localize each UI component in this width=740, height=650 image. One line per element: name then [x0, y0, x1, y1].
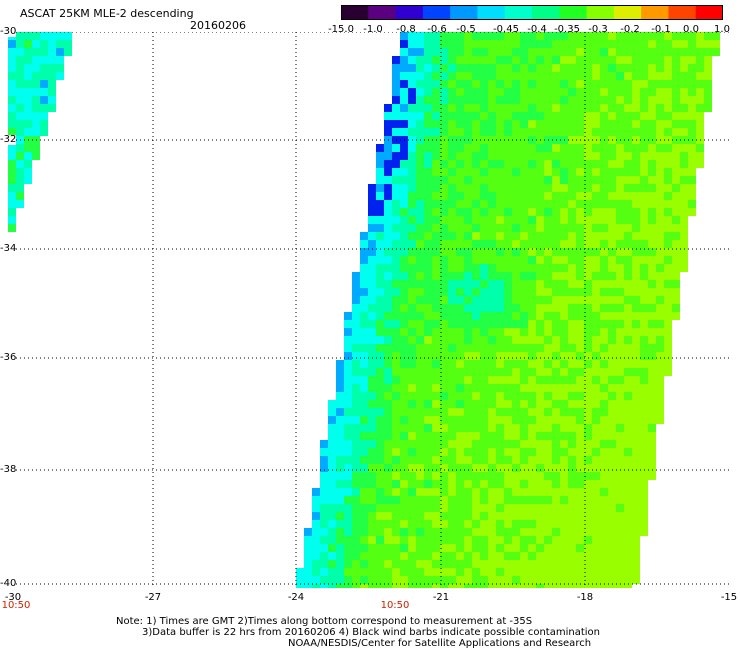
colorbar-tick-label: -0.45 — [493, 24, 519, 35]
longitude-label: -30 — [4, 592, 22, 603]
colorbar-tick-label: -0.8 — [396, 24, 416, 35]
colorbar-tick-label: -1.0 — [363, 24, 383, 35]
note-line-2: 3)Data buffer is 22 hrs from 20160206 4)… — [142, 627, 600, 638]
longitude-label: -15 — [720, 592, 738, 603]
map-title: ASCAT 25KM MLE-2 descending — [20, 7, 194, 20]
colorbar-swatch — [341, 5, 369, 20]
latitude-label: -34 — [0, 243, 17, 254]
latitude-label: -30 — [0, 26, 17, 37]
colorbar-swatch — [641, 5, 669, 20]
colorbar-tick-label: -0.2 — [620, 24, 640, 35]
colorbar-swatch — [422, 5, 451, 20]
longitude-label: -24 — [287, 592, 305, 603]
longitude-label: -27 — [144, 592, 162, 603]
colorbar-swatch — [668, 5, 697, 20]
colorbar-swatch — [695, 5, 723, 20]
pass-time-label: 10:50 — [380, 600, 410, 611]
colorbar-tick-label: 1.0 — [714, 24, 730, 35]
colorbar-swatch — [395, 5, 424, 20]
colorbar-tick-label: 0.0 — [683, 24, 699, 35]
colorbar-swatch — [368, 5, 397, 20]
colorbar-tick-label: -15.0 — [328, 24, 354, 35]
colorbar-tick-label: -0.5 — [456, 24, 476, 35]
colorbar-swatch — [450, 5, 478, 20]
colorbar-tick-label: -0.3 — [588, 24, 608, 35]
colorbar-swatch — [477, 5, 506, 20]
colorbar — [341, 5, 723, 20]
latitude-label: -32 — [0, 134, 17, 145]
note-line-1: Note: 1) Times are GMT 2)Times along bot… — [116, 616, 533, 627]
colorbar-tick-label: -0.6 — [427, 24, 447, 35]
colorbar-swatch — [586, 5, 615, 20]
latitude-label: -36 — [0, 352, 17, 363]
swath-map — [8, 32, 732, 588]
colorbar-swatch — [613, 5, 642, 20]
longitude-label: -21 — [432, 592, 450, 603]
note-line-3: NOAA/NESDIS/Center for Satellite Applica… — [288, 638, 592, 649]
longitude-label: -18 — [576, 592, 594, 603]
map-date: 20160206 — [190, 19, 246, 32]
colorbar-tick-label: -0.4 — [527, 24, 547, 35]
colorbar-swatch — [532, 5, 560, 20]
latitude-label: -38 — [0, 464, 17, 475]
colorbar-tick-label: -0.35 — [554, 24, 580, 35]
pass-time-label: 10:50 — [1, 600, 31, 611]
latitude-label: -40 — [0, 578, 17, 589]
colorbar-swatch — [559, 5, 588, 20]
colorbar-swatch — [504, 5, 533, 20]
colorbar-tick-label: -0.1 — [651, 24, 671, 35]
